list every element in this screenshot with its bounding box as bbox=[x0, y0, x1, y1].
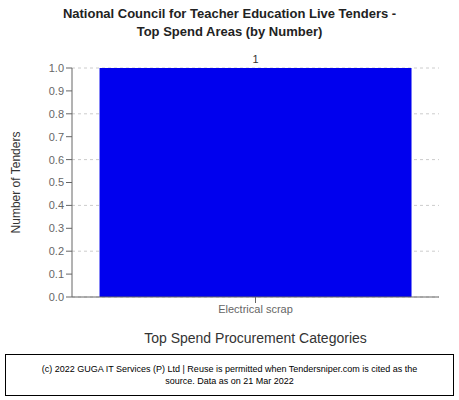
svg-text:0.8: 0.8 bbox=[49, 108, 64, 120]
svg-text:0.0: 0.0 bbox=[49, 291, 64, 303]
svg-text:0.1: 0.1 bbox=[49, 268, 64, 280]
svg-text:0.3: 0.3 bbox=[49, 222, 64, 234]
html-text:National Council for Teacher E: National Council for Teacher Education L… bbox=[62, 6, 397, 21]
svg-text:Number of Tenders: Number of Tenders bbox=[9, 132, 23, 234]
svg-text:0.7: 0.7 bbox=[49, 131, 64, 143]
svg-text:0.2: 0.2 bbox=[49, 245, 64, 257]
svg-text:1: 1 bbox=[252, 53, 258, 65]
svg-text:0.4: 0.4 bbox=[49, 199, 64, 211]
html-text:Top Spend Areas (by Number): Top Spend Areas (by Number) bbox=[136, 24, 323, 39]
svg-text:Electrical scrap: Electrical scrap bbox=[218, 303, 293, 315]
svg-text:Top Spend Procurement Categori: Top Spend Procurement Categories bbox=[144, 330, 367, 346]
svg-text:1.0: 1.0 bbox=[49, 62, 64, 74]
html-text:(c) 2022 GUGA IT Services (P): (c) 2022 GUGA IT Services (P) Ltd | Reus… bbox=[41, 364, 418, 386]
svg-text:0.9: 0.9 bbox=[49, 85, 64, 97]
svg-text:0.5: 0.5 bbox=[49, 176, 64, 188]
svg-text:0.6: 0.6 bbox=[49, 154, 64, 166]
